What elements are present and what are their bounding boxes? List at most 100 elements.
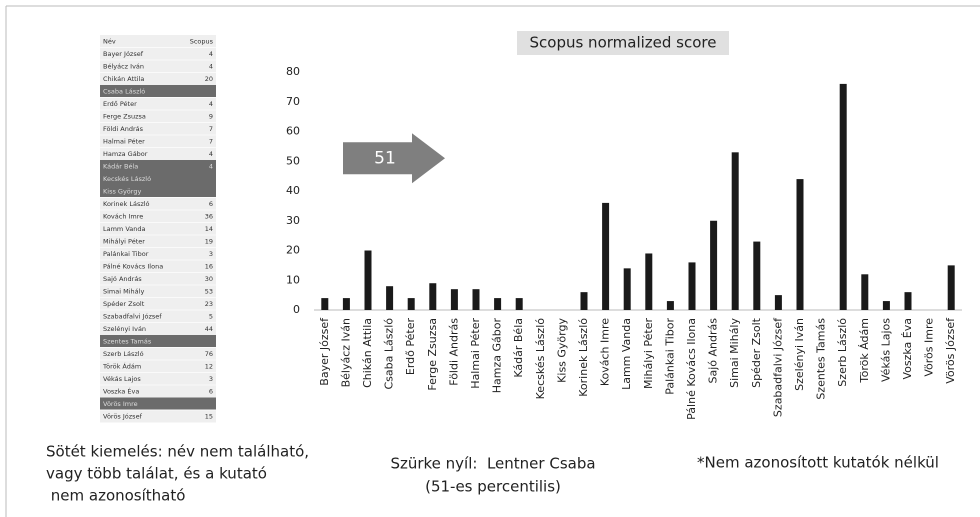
bar	[753, 241, 761, 310]
y-tick-label: 30	[286, 214, 300, 227]
table-name: Szabadfalvi József	[103, 312, 162, 320]
table-score: 7	[209, 125, 213, 133]
table-name: Spéder Zsolt	[103, 300, 145, 308]
bar	[904, 292, 912, 310]
bar	[731, 152, 739, 310]
table-name: Kovách Imre	[103, 212, 143, 220]
bar	[839, 83, 847, 311]
table-score: 6	[209, 387, 213, 395]
table-score: 53	[205, 287, 213, 295]
table-score: 6	[209, 200, 213, 208]
note-center: (51-es percentilis)	[425, 478, 561, 496]
table-name: Szelényi Iván	[103, 325, 146, 333]
table-name: Lamm Vanda	[103, 225, 146, 233]
x-tick-label: Kiss György	[555, 318, 568, 383]
x-tick-label: Spéder Zsolt	[750, 317, 763, 388]
table-score: 4	[209, 162, 213, 170]
note-right: *Nem azonosított kutatók nélkül	[697, 454, 939, 472]
bar	[515, 298, 523, 310]
x-tick-label: Pálné Kovács Ilona	[685, 318, 698, 420]
bar	[342, 298, 350, 310]
bar	[429, 283, 437, 310]
bar	[947, 265, 955, 310]
table-score: 19	[205, 237, 213, 245]
table-header: Scopus	[190, 37, 214, 45]
x-tick-label: Palánkai Tibor	[663, 318, 676, 395]
table-row-dark	[100, 185, 216, 198]
y-tick-label: 50	[286, 154, 300, 167]
table-score: 76	[205, 350, 213, 358]
table-row-dark	[100, 160, 216, 173]
bar	[774, 295, 782, 310]
table-name: Török Ádám	[102, 361, 141, 370]
table-name: Bélyácz Iván	[103, 62, 144, 70]
y-tick-label: 70	[286, 95, 300, 108]
bar	[710, 220, 718, 310]
table-score: 9	[209, 112, 213, 120]
bar	[580, 292, 588, 310]
x-tick-label: Vörös József	[944, 317, 957, 384]
note-left: Sötét kiemelés: név nem található,	[46, 443, 309, 461]
table-score: 4	[209, 100, 213, 108]
table-score: 15	[205, 412, 213, 420]
x-tick-label: Bélyácz Iván	[339, 318, 352, 387]
table-name: Kiss György	[103, 187, 141, 195]
x-tick-label: Kecskés László	[534, 318, 547, 400]
x-tick-label: Vörös Imre	[923, 318, 936, 377]
table-name: Chikán Attila	[103, 75, 144, 83]
table-name: Pálné Kovács Ilona	[103, 262, 163, 270]
x-tick-label: Csaba László	[383, 318, 396, 390]
x-tick-label: Vékás Lajos	[879, 318, 892, 382]
x-tick-label: Szelényi Iván	[793, 318, 806, 391]
x-tick-label: Bayer József	[318, 317, 331, 386]
table-name: Erdő Péter	[103, 99, 137, 108]
table-name: Vörös József	[103, 412, 143, 420]
y-tick-label: 60	[286, 125, 300, 138]
x-tick-label: Lamm Vanda	[620, 318, 633, 390]
bar	[861, 274, 869, 310]
y-tick-label: 20	[286, 244, 300, 257]
chart-title: Scopus normalized score	[530, 34, 717, 52]
table-name: Palánkai Tibor	[103, 250, 149, 258]
bar	[321, 298, 329, 310]
table-score: 14	[205, 225, 213, 233]
table-name: Simai Mihály	[103, 287, 144, 295]
table-score: 23	[205, 300, 213, 308]
bar	[494, 298, 502, 310]
table-row-dark	[100, 85, 216, 98]
x-tick-label: Kádár Béla	[512, 318, 525, 378]
table-score: 3	[209, 375, 213, 383]
bar	[623, 268, 631, 310]
table-name: Halmai Péter	[103, 137, 145, 145]
table-name: Kecskés László	[103, 175, 151, 183]
table-score: 36	[205, 212, 213, 220]
table-score: 4	[209, 150, 213, 158]
x-tick-label: Szentes Tamás	[815, 318, 828, 400]
bar	[386, 286, 394, 310]
note-left: vagy több találat, és a kutató	[46, 465, 267, 483]
bar	[882, 301, 890, 310]
x-tick-label: Ferge Zsuzsa	[426, 318, 439, 391]
x-tick-label: Halmai Péter	[469, 318, 482, 389]
bar	[796, 179, 804, 310]
table-score: 12	[205, 362, 213, 370]
table-score: 20	[205, 75, 213, 83]
x-tick-label: Sajó András	[707, 318, 720, 384]
note-center: Szürke nyíl: Lentner Csaba	[390, 455, 595, 473]
y-tick-label: 10	[286, 273, 300, 286]
table-name: Mihályi Péter	[103, 237, 145, 245]
arrow	[343, 133, 445, 184]
bar	[688, 262, 696, 310]
table-score: 4	[209, 62, 213, 70]
arrow-label: 51	[374, 148, 396, 168]
bar	[450, 289, 458, 310]
table-score: 3	[209, 250, 213, 258]
bar	[602, 202, 610, 310]
table-score: 4	[209, 50, 213, 58]
bar	[645, 253, 653, 310]
bar	[407, 298, 415, 310]
table-score: 5	[209, 312, 213, 320]
x-tick-label: Török Ádám	[858, 318, 871, 384]
y-tick-label: 0	[293, 303, 300, 316]
